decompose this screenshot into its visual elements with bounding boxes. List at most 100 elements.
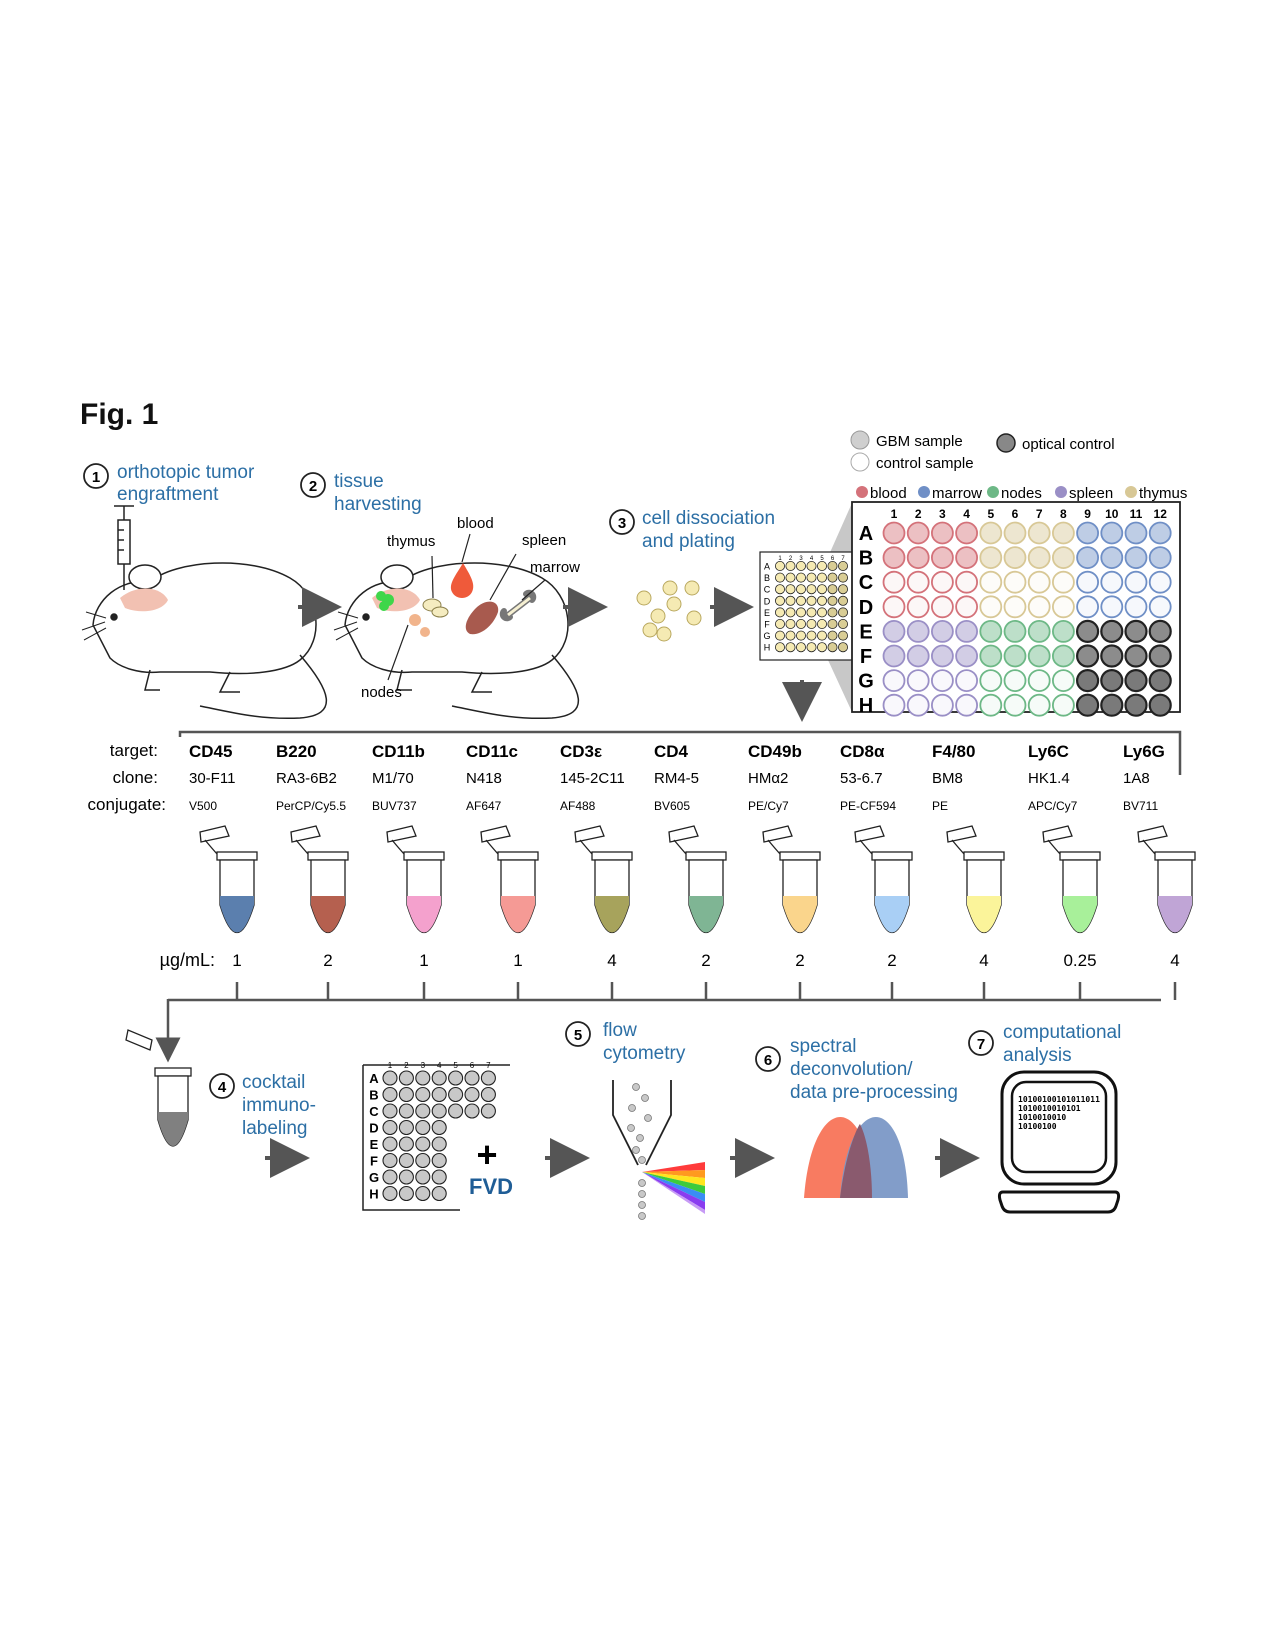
antibody-clone: N418 bbox=[466, 770, 502, 787]
thumb-row-header: H bbox=[764, 643, 771, 653]
plate-well bbox=[906, 570, 930, 594]
plate-well bbox=[979, 693, 1003, 717]
optical-swatch bbox=[996, 433, 1016, 453]
plate-well bbox=[1124, 619, 1148, 644]
thumb-row-header: B bbox=[764, 573, 770, 583]
step-title-line1: cell dissociation bbox=[642, 508, 775, 529]
antibody-clone: 1A8 bbox=[1123, 770, 1150, 787]
plate-well bbox=[931, 521, 954, 545]
thumb-well bbox=[775, 584, 786, 595]
thumb-well bbox=[838, 630, 849, 641]
thumb-well bbox=[785, 630, 796, 641]
plate-col-header: 6 bbox=[1012, 507, 1019, 521]
antibody-conjugate: APC/Cy7 bbox=[1028, 799, 1078, 813]
tissue-swatch-marrow bbox=[918, 486, 930, 498]
step-number: 2 bbox=[309, 478, 317, 495]
thumb-col-header: 2 bbox=[789, 556, 793, 562]
antibody-fill bbox=[1158, 896, 1192, 933]
thumb-well bbox=[785, 561, 796, 572]
antibody-conjugate: BUV737 bbox=[372, 799, 417, 813]
antibody-conjugate: PE-CF594 bbox=[840, 799, 896, 813]
thumb-well bbox=[796, 619, 807, 630]
antibody-clone: RA3-6B2 bbox=[276, 770, 337, 787]
step-5: 5 flow cytometry bbox=[565, 1020, 686, 1064]
plate-well bbox=[906, 620, 930, 643]
plate-well bbox=[1148, 644, 1172, 668]
plate-well bbox=[1124, 693, 1148, 717]
thumb-col-header: 3 bbox=[799, 556, 803, 562]
thumb-well bbox=[817, 572, 828, 583]
thumb-well bbox=[827, 595, 838, 606]
stain-well bbox=[382, 1169, 398, 1185]
plate-well bbox=[1003, 620, 1027, 643]
antibody-tube bbox=[946, 825, 1005, 934]
binary-line-3: 1010010010 bbox=[1018, 1113, 1066, 1122]
plate-well bbox=[1124, 595, 1148, 619]
stain-well bbox=[382, 1152, 398, 1169]
antibody-target: CD4 bbox=[654, 742, 689, 761]
stain-col-header: 5 bbox=[453, 1061, 458, 1070]
thumb-well bbox=[838, 595, 849, 606]
stain-well bbox=[398, 1103, 414, 1119]
plate-well bbox=[1148, 668, 1172, 693]
label-marrow: marrow bbox=[530, 559, 580, 576]
step-number-circle bbox=[209, 1073, 235, 1099]
thumb-well bbox=[796, 572, 807, 583]
plate-well bbox=[1124, 521, 1148, 545]
stain-col-header: 6 bbox=[470, 1061, 475, 1070]
thumb-well bbox=[838, 584, 849, 595]
step-title-line1: spectral bbox=[790, 1036, 857, 1057]
plate-col-header: 12 bbox=[1154, 507, 1168, 521]
step-number: 7 bbox=[977, 1036, 985, 1053]
thumb-well bbox=[817, 595, 828, 606]
stain-row-header: A bbox=[369, 1071, 379, 1086]
plate-well bbox=[1052, 669, 1075, 692]
plate-well bbox=[1027, 669, 1051, 692]
stain-well bbox=[415, 1086, 431, 1103]
gbm-swatch bbox=[850, 430, 870, 450]
thumb-well bbox=[817, 630, 828, 641]
antibody-tube bbox=[290, 825, 349, 934]
thumb-well bbox=[806, 630, 817, 641]
plate-well bbox=[1148, 595, 1172, 619]
stain-well bbox=[464, 1103, 480, 1119]
antibody-4: CD3ε 145-2C11 AF488 4 bbox=[560, 742, 633, 1000]
antibody-conjugate: AF647 bbox=[466, 799, 502, 813]
antibody-5: CD4 RM4-5 BV605 2 bbox=[654, 742, 727, 1000]
label-nodes: nodes bbox=[361, 684, 402, 701]
thumb-well bbox=[817, 607, 828, 618]
step-title-line2: analysis bbox=[1003, 1045, 1072, 1066]
antibody-clone: HK1.4 bbox=[1028, 770, 1070, 787]
step-number-circle bbox=[755, 1046, 781, 1072]
antibody-0: CD45 30-F11 V500 1 bbox=[189, 742, 258, 1000]
tissue-swatch-thymus bbox=[1125, 486, 1137, 498]
mouse-illustration bbox=[81, 505, 328, 720]
plate-well bbox=[1148, 546, 1172, 569]
plate-col-header: 3 bbox=[939, 507, 946, 521]
antibody-concentration: 1 bbox=[419, 951, 428, 970]
step-title-line1: orthotopic tumor bbox=[117, 462, 255, 483]
antibody-target: CD45 bbox=[189, 742, 232, 761]
stain-well bbox=[480, 1086, 496, 1103]
plate-well bbox=[1148, 521, 1172, 545]
plate-well bbox=[1003, 669, 1027, 692]
label-blood: blood bbox=[457, 515, 494, 532]
legend-gbm: GBM sample bbox=[876, 433, 963, 450]
label-spleen: spleen bbox=[522, 532, 566, 549]
step-6: 6 spectral deconvolution/ data pre-proce… bbox=[755, 1036, 958, 1103]
plate-well bbox=[906, 669, 930, 692]
computer-illustration: 10100100101011011 10100100101O1 10100100… bbox=[997, 1070, 1121, 1214]
cocktail-tube bbox=[125, 1029, 192, 1147]
plate-well bbox=[1075, 644, 1100, 668]
antibody-target: CD11b bbox=[372, 742, 425, 761]
thumb-well bbox=[817, 642, 828, 653]
antibody-fill bbox=[407, 896, 441, 933]
plate-well bbox=[1052, 644, 1075, 668]
thumb-col-header: 7 bbox=[841, 556, 845, 562]
thumb-well bbox=[775, 595, 786, 606]
plate-well bbox=[979, 669, 1003, 692]
plate-well bbox=[1148, 693, 1172, 717]
stain-well bbox=[448, 1070, 464, 1086]
